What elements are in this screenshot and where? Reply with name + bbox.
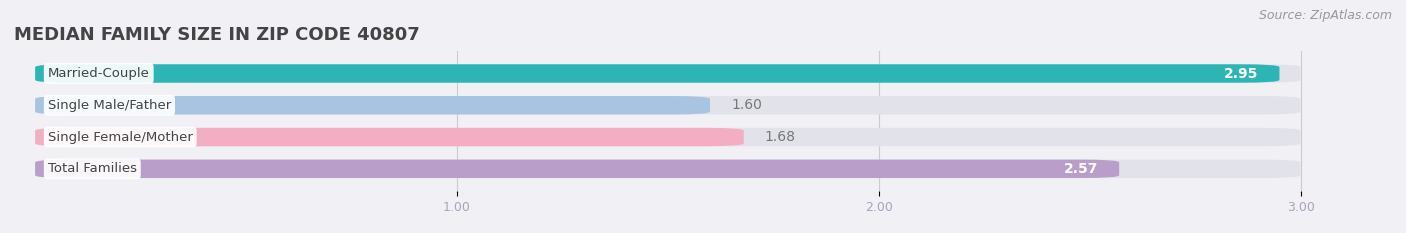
Text: 2.57: 2.57 — [1064, 162, 1098, 176]
FancyBboxPatch shape — [35, 160, 1301, 178]
FancyBboxPatch shape — [35, 96, 710, 114]
Text: 1.60: 1.60 — [731, 98, 762, 112]
Text: Single Male/Father: Single Male/Father — [48, 99, 172, 112]
Text: Total Families: Total Families — [48, 162, 136, 175]
FancyBboxPatch shape — [35, 64, 1279, 83]
FancyBboxPatch shape — [35, 96, 1301, 114]
Text: Single Female/Mother: Single Female/Mother — [48, 130, 193, 144]
Text: MEDIAN FAMILY SIZE IN ZIP CODE 40807: MEDIAN FAMILY SIZE IN ZIP CODE 40807 — [14, 26, 420, 44]
Text: Source: ZipAtlas.com: Source: ZipAtlas.com — [1258, 9, 1392, 22]
FancyBboxPatch shape — [35, 160, 1119, 178]
Text: 1.68: 1.68 — [765, 130, 796, 144]
Text: Married-Couple: Married-Couple — [48, 67, 149, 80]
FancyBboxPatch shape — [35, 128, 1301, 146]
FancyBboxPatch shape — [35, 64, 1301, 83]
Text: 2.95: 2.95 — [1225, 66, 1258, 80]
FancyBboxPatch shape — [35, 128, 744, 146]
